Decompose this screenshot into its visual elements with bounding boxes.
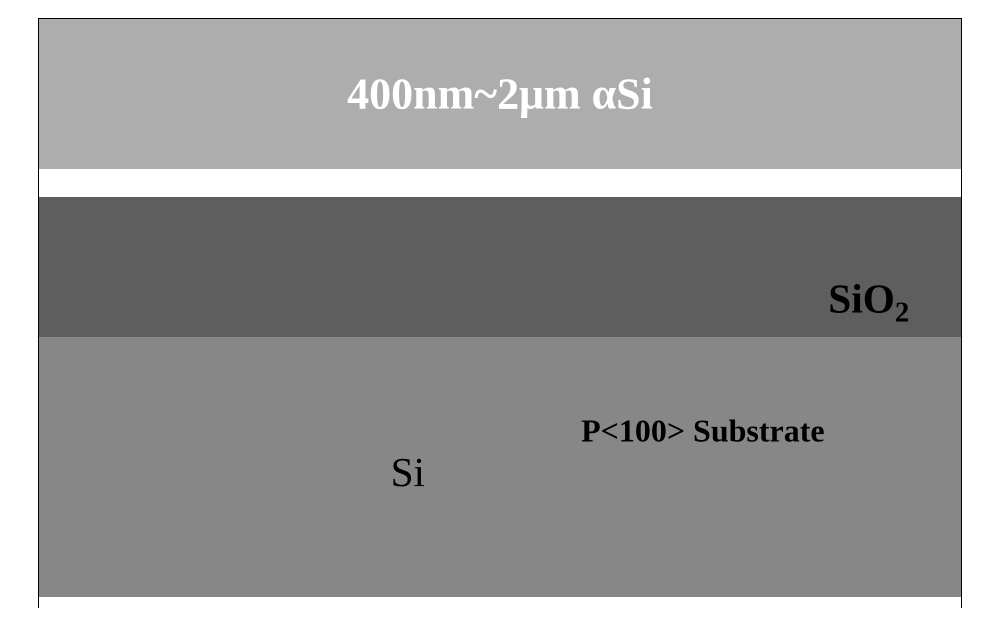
- layer-stack-frame: 400nm~2μm αSi SiO2 Si P<100> Substrate: [38, 18, 962, 608]
- layer-substrate-label-0: Si: [391, 448, 425, 496]
- layer-oxide: SiO2: [39, 197, 961, 337]
- layer-top: 400nm~2μm αSi: [39, 19, 961, 169]
- layer-gap1: [39, 169, 961, 197]
- layer-top-label-0: 400nm~2μm αSi: [347, 69, 653, 120]
- layer-gap2: [39, 597, 961, 609]
- layer-oxide-label-0: SiO2: [828, 274, 909, 329]
- layer-substrate: Si P<100> Substrate: [39, 337, 961, 597]
- layer-substrate-label-1: P<100> Substrate: [581, 412, 824, 449]
